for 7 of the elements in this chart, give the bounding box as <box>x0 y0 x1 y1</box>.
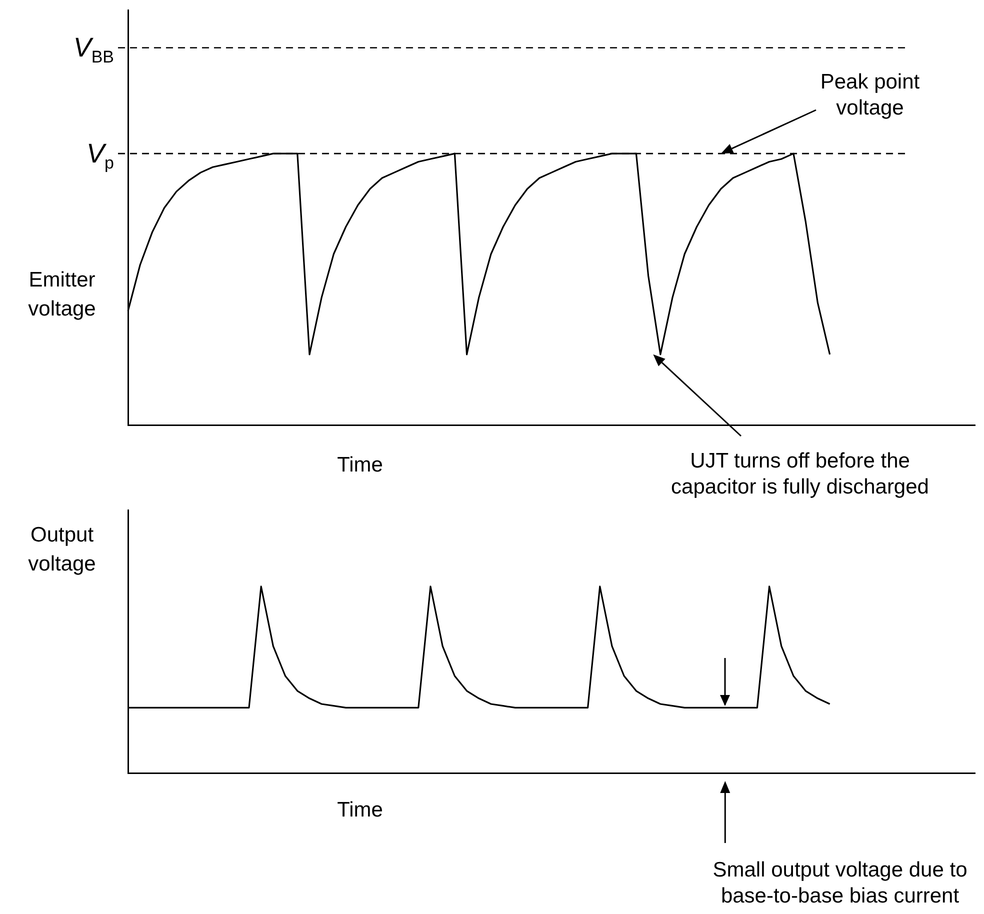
text: Peak point voltage <box>820 70 920 120</box>
text: Small output voltage due to base-to-base bias current <box>712 858 968 908</box>
x-axis-title: Time <box>337 798 383 822</box>
y-axis-title: Output voltage <box>28 523 96 576</box>
x-axis-title: Time <box>337 453 383 476</box>
y-axis-title: Emitter voltage <box>28 268 96 320</box>
text: UJT turns off before the capacitor is fully discharged <box>671 449 929 498</box>
